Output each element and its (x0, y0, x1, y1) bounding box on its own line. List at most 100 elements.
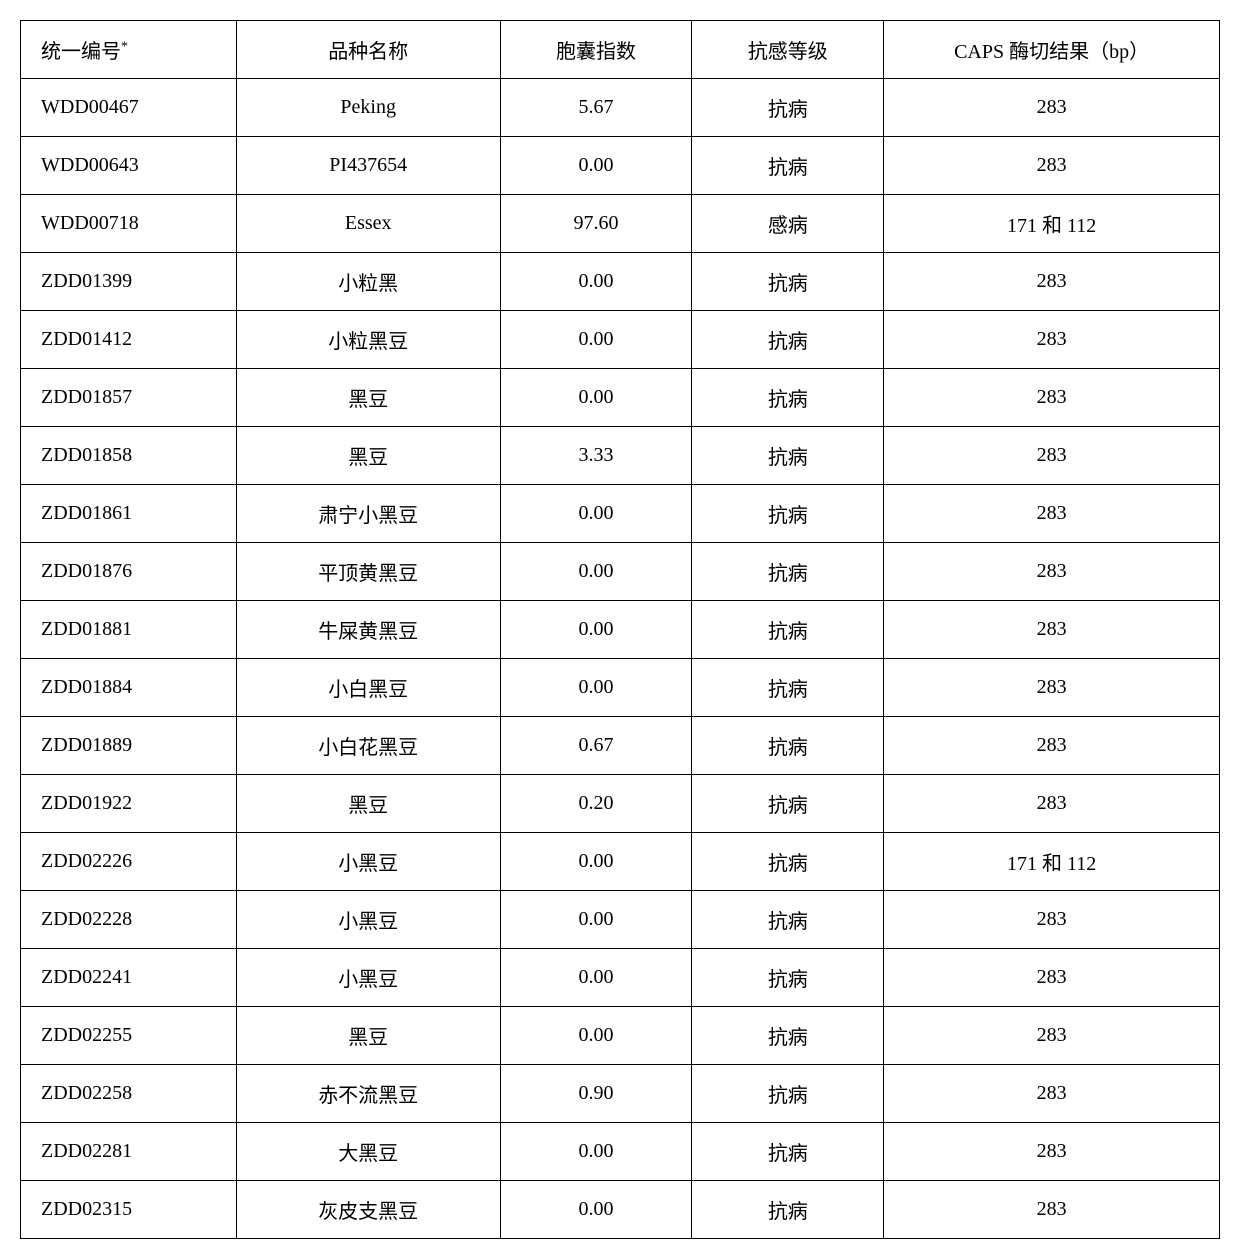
cell-name: PI437654 (236, 137, 500, 195)
cell-level: 抗病 (692, 543, 884, 601)
table-row: ZDD02315灰皮支黑豆0.00抗病283 (21, 1181, 1220, 1239)
cell-name: 黑豆 (236, 369, 500, 427)
table-row: WDD00718Essex97.60感病171 和 112 (21, 195, 1220, 253)
cell-id: ZDD01884 (21, 659, 237, 717)
cell-level: 抗病 (692, 369, 884, 427)
cell-index: 0.00 (500, 253, 692, 311)
cell-caps: 283 (884, 1181, 1220, 1239)
cell-caps: 283 (884, 311, 1220, 369)
table-row: ZDD02228小黑豆0.00抗病283 (21, 891, 1220, 949)
table-row: ZDD01922黑豆0.20抗病283 (21, 775, 1220, 833)
cell-id: ZDD01881 (21, 601, 237, 659)
cell-id: ZDD01399 (21, 253, 237, 311)
cell-name: 小黑豆 (236, 949, 500, 1007)
cell-index: 0.00 (500, 891, 692, 949)
cell-name: 小白黑豆 (236, 659, 500, 717)
cell-caps: 283 (884, 1065, 1220, 1123)
table-row: ZDD02258赤不流黑豆0.90抗病283 (21, 1065, 1220, 1123)
cell-name: 小粒黑豆 (236, 311, 500, 369)
cell-id: ZDD02228 (21, 891, 237, 949)
cell-caps: 283 (884, 485, 1220, 543)
cell-index: 0.00 (500, 601, 692, 659)
cell-level: 抗病 (692, 137, 884, 195)
cell-level: 抗病 (692, 253, 884, 311)
cell-id: ZDD01889 (21, 717, 237, 775)
cell-caps: 283 (884, 775, 1220, 833)
cell-caps: 283 (884, 253, 1220, 311)
header-level: 抗感等级 (692, 21, 884, 79)
cell-index: 0.67 (500, 717, 692, 775)
cell-level: 抗病 (692, 1065, 884, 1123)
table-row: ZDD02281大黑豆0.00抗病283 (21, 1123, 1220, 1181)
cell-id: WDD00718 (21, 195, 237, 253)
cell-id: ZDD02281 (21, 1123, 237, 1181)
cell-index: 0.90 (500, 1065, 692, 1123)
header-row: 统一编号* 品种名称 胞囊指数 抗感等级 CAPS 酶切结果（bp） (21, 21, 1220, 79)
header-id-label: 统一编号 (41, 41, 121, 63)
cell-id: ZDD01858 (21, 427, 237, 485)
cell-id: WDD00643 (21, 137, 237, 195)
table-row: ZDD01881牛屎黄黑豆0.00抗病283 (21, 601, 1220, 659)
cell-id: ZDD02226 (21, 833, 237, 891)
cell-level: 抗病 (692, 427, 884, 485)
cell-id: ZDD01876 (21, 543, 237, 601)
cell-caps: 283 (884, 137, 1220, 195)
cell-index: 0.00 (500, 1123, 692, 1181)
table-row: WDD00643PI4376540.00抗病283 (21, 137, 1220, 195)
cell-name: 小黑豆 (236, 891, 500, 949)
cell-level: 抗病 (692, 311, 884, 369)
cell-caps: 283 (884, 949, 1220, 1007)
cell-level: 抗病 (692, 949, 884, 1007)
header-id-suffix: * (121, 39, 128, 54)
table-row: ZDD01857黑豆0.00抗病283 (21, 369, 1220, 427)
cell-name: 灰皮支黑豆 (236, 1181, 500, 1239)
cell-index: 0.00 (500, 833, 692, 891)
cell-index: 0.00 (500, 1007, 692, 1065)
cell-level: 抗病 (692, 659, 884, 717)
cell-index: 0.00 (500, 659, 692, 717)
cell-name: 平顶黄黑豆 (236, 543, 500, 601)
table-body: WDD00467Peking5.67抗病283WDD00643PI4376540… (21, 79, 1220, 1239)
cell-id: ZDD02315 (21, 1181, 237, 1239)
cell-caps: 283 (884, 427, 1220, 485)
cell-level: 抗病 (692, 775, 884, 833)
cell-index: 0.00 (500, 369, 692, 427)
cell-level: 抗病 (692, 1181, 884, 1239)
table-row: ZDD01889小白花黑豆0.67抗病283 (21, 717, 1220, 775)
table-header: 统一编号* 品种名称 胞囊指数 抗感等级 CAPS 酶切结果（bp） (21, 21, 1220, 79)
table-row: ZDD01876平顶黄黑豆0.00抗病283 (21, 543, 1220, 601)
table-row: ZDD01399小粒黑0.00抗病283 (21, 253, 1220, 311)
cell-caps: 283 (884, 1123, 1220, 1181)
header-name: 品种名称 (236, 21, 500, 79)
table-row: ZDD02241小黑豆0.00抗病283 (21, 949, 1220, 1007)
cell-name: 黑豆 (236, 775, 500, 833)
cell-id: ZDD02241 (21, 949, 237, 1007)
cell-name: 黑豆 (236, 427, 500, 485)
cell-level: 抗病 (692, 1007, 884, 1065)
cell-level: 抗病 (692, 891, 884, 949)
cell-level: 抗病 (692, 833, 884, 891)
cell-index: 0.00 (500, 137, 692, 195)
cell-index: 0.00 (500, 1181, 692, 1239)
cell-id: WDD00467 (21, 79, 237, 137)
cell-level: 抗病 (692, 79, 884, 137)
cell-name: 肃宁小黑豆 (236, 485, 500, 543)
table-row: ZDD01861肃宁小黑豆0.00抗病283 (21, 485, 1220, 543)
cell-name: 小黑豆 (236, 833, 500, 891)
cell-index: 3.33 (500, 427, 692, 485)
cell-caps: 171 和 112 (884, 195, 1220, 253)
cell-index: 0.00 (500, 485, 692, 543)
cell-name: Essex (236, 195, 500, 253)
table-row: ZDD01412小粒黑豆0.00抗病283 (21, 311, 1220, 369)
table-row: WDD00467Peking5.67抗病283 (21, 79, 1220, 137)
cell-caps: 283 (884, 717, 1220, 775)
data-table-container: 统一编号* 品种名称 胞囊指数 抗感等级 CAPS 酶切结果（bp） WDD00… (20, 20, 1220, 1239)
table-row: ZDD02226小黑豆0.00抗病171 和 112 (21, 833, 1220, 891)
header-caps: CAPS 酶切结果（bp） (884, 21, 1220, 79)
cell-id: ZDD01861 (21, 485, 237, 543)
table-row: ZDD01884小白黑豆0.00抗病283 (21, 659, 1220, 717)
cell-caps: 283 (884, 543, 1220, 601)
cell-caps: 283 (884, 369, 1220, 427)
table-row: ZDD01858黑豆3.33抗病283 (21, 427, 1220, 485)
cell-name: 大黑豆 (236, 1123, 500, 1181)
